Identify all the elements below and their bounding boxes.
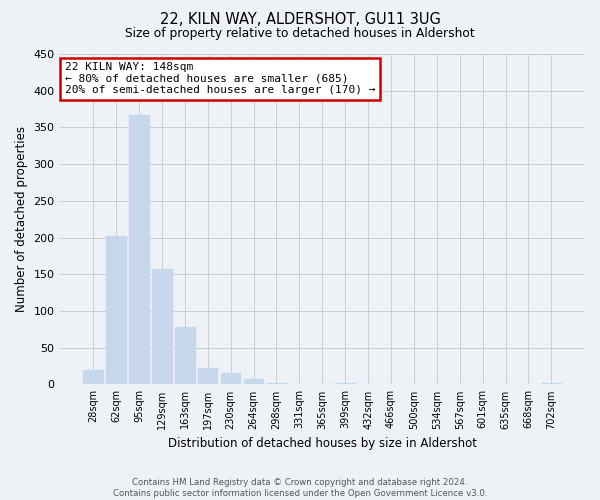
Bar (129, 115, 149, 384)
Bar (335, 383, 355, 384)
Text: 22 KILN WAY: 148sqm
← 80% of detached houses are smaller (685)
20% of semi-detac: 22 KILN WAY: 148sqm ← 80% of detached ho… (65, 62, 375, 96)
Y-axis label: Number of detached properties: Number of detached properties (15, 126, 28, 312)
Bar (542, 383, 561, 384)
Text: 22, KILN WAY, ALDERSHOT, GU11 3UG: 22, KILN WAY, ALDERSHOT, GU11 3UG (160, 12, 440, 28)
X-axis label: Distribution of detached houses by size in Aldershot: Distribution of detached houses by size … (168, 437, 477, 450)
Bar (267, 383, 286, 384)
Bar (221, 374, 241, 384)
Bar (198, 368, 217, 384)
Bar (175, 327, 194, 384)
Text: Contains HM Land Registry data © Crown copyright and database right 2024.
Contai: Contains HM Land Registry data © Crown c… (113, 478, 487, 498)
Bar (244, 378, 263, 384)
Bar (106, 236, 126, 384)
Text: Size of property relative to detached houses in Aldershot: Size of property relative to detached ho… (125, 28, 475, 40)
Bar (83, 370, 103, 384)
Bar (152, 269, 172, 384)
